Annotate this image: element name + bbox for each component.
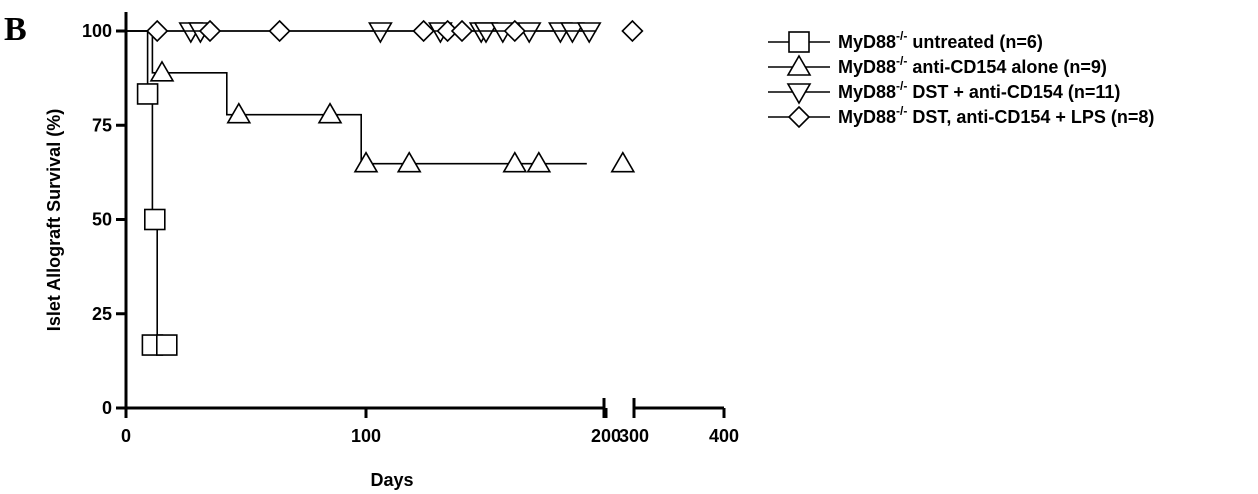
legend-item: MyD88-/- DST + anti-CD154 (n=11) [768,79,1120,105]
legend: MyD88-/- untreated (n=6)MyD88-/- anti-CD… [768,29,1154,129]
data-point-triangle-up [226,102,252,124]
series-line-2 [126,30,587,165]
data-point-triangle-up [317,102,343,124]
legend-item: MyD88-/- untreated (n=6) [768,29,1043,53]
x-tick-label: 200 [591,426,621,446]
legend-marker-triangle-up [786,54,812,76]
data-point-diamond [146,19,169,43]
panel-label: B [4,11,27,48]
data-point-triangle-down [368,22,393,44]
data-point-square [156,334,178,356]
y-tick-label: 0 [102,398,112,418]
data-point-triangle-up [502,151,528,173]
series-layer [126,19,644,356]
legend-label: MyD88-/- anti-CD154 alone (n=9) [838,54,1107,77]
x-tick-label: 300 [619,426,649,446]
data-point-diamond [503,19,526,43]
series-line-1 [126,30,162,346]
data-point-diamond [268,19,291,43]
legend-marker-diamond [787,105,811,129]
legend-label: MyD88-/- DST, anti-CD154 + LPS (n=8) [838,104,1154,127]
data-point-diamond [198,19,222,43]
data-point-triangle-up [396,151,422,173]
legend-marker-square [788,31,810,53]
y-tick-label: 75 [92,115,112,135]
data-point-triangle-down [560,22,585,44]
data-point-square [144,208,166,231]
data-point-diamond [621,19,644,43]
data-point-triangle-up [149,60,175,82]
x-tick-label: 0 [121,426,131,446]
legend-label: MyD88-/- untreated (n=6) [838,29,1043,52]
data-point-triangle-up [526,151,552,173]
legend-label: MyD88-/- DST + anti-CD154 (n=11) [838,79,1120,102]
data-point-triangle-up [353,151,379,173]
legend-marker-triangle-down [786,83,812,105]
y-tick-label: 50 [92,210,112,230]
x-tick-label: 100 [351,426,381,446]
y-tick-label: 25 [92,304,112,324]
data-point-diamond [412,19,435,43]
data-point-diamond [450,19,474,43]
data-point-square [136,83,159,105]
legend-item: MyD88-/- DST, anti-CD154 + LPS (n=8) [768,104,1154,129]
y-tick-label: 100 [82,21,112,41]
data-point-triangle-up [610,151,636,173]
x-tick-label: 400 [709,426,739,446]
data-point-triangle-down [473,22,499,44]
legend-item: MyD88-/- anti-CD154 alone (n=9) [768,54,1107,77]
x-axis-title: Days [370,470,413,490]
data-point-triangle-down [576,22,602,44]
y-axis-title: Islet Allograft Survival (%) [44,109,64,331]
